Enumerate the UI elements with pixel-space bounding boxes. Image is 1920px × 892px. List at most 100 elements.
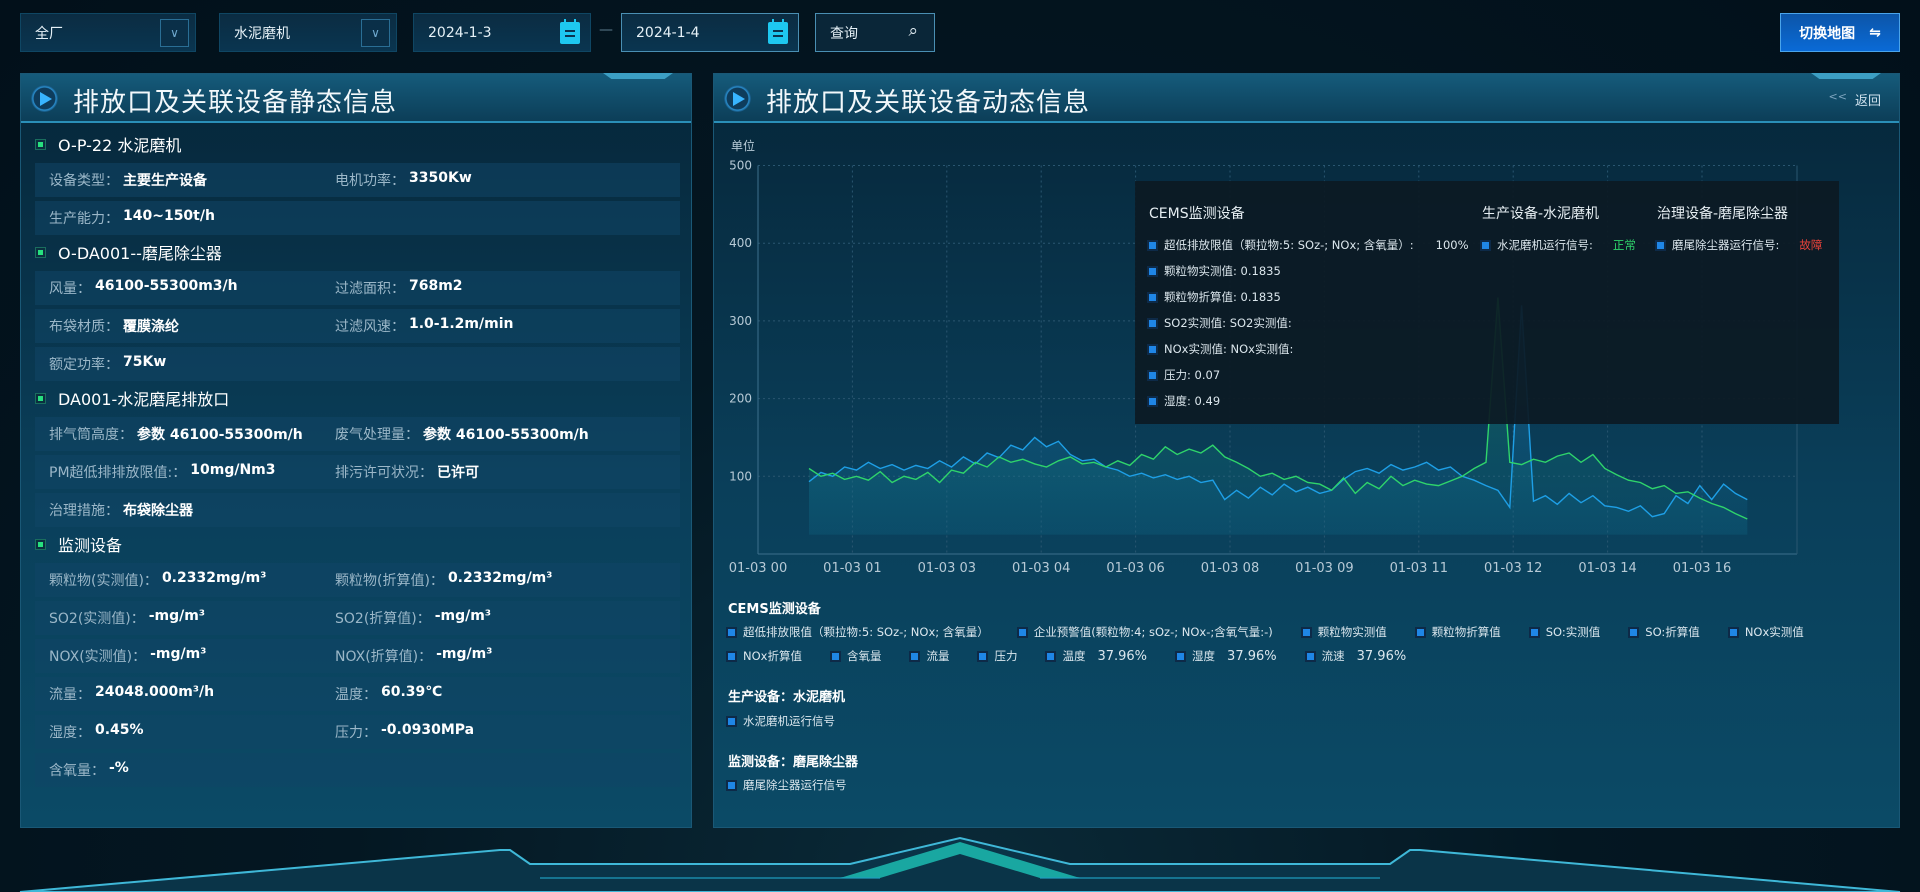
calendar-icon[interactable] — [560, 19, 580, 44]
info-label: PM超低排排放限值:： — [49, 465, 187, 481]
info-value: -mg/m³ — [434, 608, 492, 624]
legend-item[interactable]: SO:实测值 — [1530, 624, 1601, 640]
info-cell: 温度： 60.39℃ — [335, 684, 442, 704]
legend-label: SO:实测值 — [1545, 625, 1601, 639]
info-label: 湿度： — [49, 725, 91, 741]
info-cell: 湿度： 0.45% — [35, 722, 335, 742]
legend-marker-icon — [1630, 628, 1638, 636]
info-cell: 额定功率： 75Kw — [35, 354, 335, 374]
legend-item[interactable]: SO:折算值 — [1630, 624, 1700, 640]
x-tick-label: 01-03 08 — [1201, 561, 1259, 576]
end-date-value: 2024-1-4 — [636, 24, 700, 41]
back-button[interactable]: << 返回 — [1829, 90, 1881, 109]
series-line — [808, 297, 1748, 520]
y-tick-label: 400 — [729, 236, 752, 250]
legend-item[interactable]: 湿度 37.96% — [1177, 648, 1277, 664]
tooltip-item-label: 超低排放限值（颗拉物:5: SOz-; NOx; 含氧量）: — [1164, 238, 1414, 252]
legend-value: 37.96% — [1356, 648, 1407, 664]
legend-item[interactable]: 超低排放限值（颗拉物:5: SOz-; NOx; 含氧量） — [728, 624, 989, 640]
x-tick-label: 01-03 14 — [1578, 561, 1636, 576]
info-label: 治理措施： — [49, 503, 119, 519]
legend-cems-row: NOx折算值 含氧量 流量 压力 温度 37.96% 湿度 37.96% 流速 37.96% — [728, 648, 1436, 664]
legend-item[interactable]: 企业预警值(颗粒物:4; sOz-; NOx-;含氧气量:-) — [1018, 624, 1273, 640]
panel-header: 排放口及关联设备静态信息 — [21, 74, 691, 123]
legend-label: 流速 — [1321, 649, 1345, 663]
legend-item[interactable]: 颗粒物折算值 — [1416, 624, 1501, 640]
date-separator: — — [599, 22, 613, 38]
legend-item[interactable]: 流量 — [911, 648, 949, 664]
legend-marker-icon — [1302, 628, 1310, 636]
bullet-icon — [1482, 241, 1489, 249]
series-line — [808, 305, 1748, 518]
legend-marker-icon — [831, 652, 839, 660]
header-notch — [603, 73, 673, 79]
info-label: 电机功率： — [335, 173, 405, 189]
x-tick-label: 01-03 01 — [823, 561, 881, 576]
info-cell: 生产能力： 140~150t/h — [35, 208, 335, 228]
legend-marker-icon — [911, 652, 919, 660]
info-cell: 过滤风速： 1.0-1.2m/min — [335, 316, 513, 336]
info-row: 设备类型： 主要生产设备 电机功率： 3350Kw — [35, 163, 680, 197]
info-label: 废气处理量： — [335, 427, 419, 443]
bullet-icon — [1149, 267, 1156, 275]
info-cell: NOX(实测值)： -mg/m³ — [35, 646, 335, 666]
legend-item[interactable]: 流速 37.96% — [1306, 648, 1407, 664]
static-info-list: O-P-22 水泥磨机 设备类型： 主要生产设备 电机功率： 3350Kw 生产能力： 14… — [21, 127, 691, 787]
info-value: 0.2332mg/m³ — [161, 570, 267, 586]
end-date-input[interactable]: 2024-1-4 — [621, 13, 799, 52]
info-label: NOX(折算值)： — [335, 649, 433, 665]
legend-item[interactable]: 压力 — [979, 648, 1017, 664]
legend-item[interactable]: 磨尾除尘器运行信号 — [728, 777, 847, 793]
legend-cems-title: CEMS监测设备 — [728, 602, 821, 617]
info-row: 湿度： 0.45% 压力： -0.0930MPa — [35, 715, 680, 749]
calendar-icon[interactable] — [768, 19, 788, 44]
y-tick-label: 300 — [729, 314, 752, 328]
legend-marker-icon — [1729, 628, 1737, 636]
switch-map-button[interactable]: 切换地图 ⇋ — [1780, 13, 1900, 52]
x-tick-label: 01-03 04 — [1012, 561, 1070, 576]
info-value: 60.39℃ — [381, 684, 443, 700]
status-fault: 故障 — [1799, 238, 1823, 252]
factory-select[interactable]: 全厂 ∨ — [20, 13, 196, 52]
tooltip-cems-item: SO2实测值: SO2实测值: — [1149, 315, 1292, 331]
info-cell: 排气筒高度： 参数 46100-55300m/h — [35, 424, 335, 444]
legend-marker-icon — [1530, 628, 1538, 636]
bullet-icon — [1149, 371, 1156, 379]
legend-item[interactable]: 温度 37.96% — [1047, 648, 1147, 664]
x-tick-label: 01-03 03 — [918, 561, 976, 576]
legend-item[interactable]: 含氧量 — [831, 648, 881, 664]
section-title: O-DA001--磨尾除尘器 — [58, 244, 222, 263]
info-value: 10mg/Nm3 — [190, 462, 276, 478]
info-value: 参数 46100-55300m/h — [137, 427, 303, 443]
legend-item[interactable]: 颗粒物实测值 — [1302, 624, 1387, 640]
query-button[interactable]: 查询 ⌕ — [815, 13, 935, 52]
info-value: 覆膜涤纶 — [123, 319, 179, 335]
legend-marker-icon — [728, 717, 735, 725]
tooltip-cems-item: 超低排放限值（颗拉物:5: SOz-; NOx; 含氧量）: 100% — [1149, 237, 1469, 253]
square-bullet-icon — [35, 392, 46, 404]
info-label: 温度： — [335, 687, 377, 703]
info-value: -mg/m³ — [150, 646, 207, 662]
info-row: 生产能力： 140~150t/h — [35, 201, 680, 235]
info-label: 过滤面积： — [335, 281, 405, 297]
section-header: DA001-水泥磨尾排放口 — [21, 383, 691, 413]
legend-item[interactable]: NOx折算值 — [728, 648, 802, 664]
info-label: 压力： — [335, 725, 377, 741]
device-select[interactable]: 水泥磨机 ∨ — [219, 13, 397, 52]
x-tick-label: 01-03 16 — [1673, 561, 1731, 576]
info-value: 0.2332mg/m³ — [447, 570, 553, 586]
back-label: 返回 — [1854, 94, 1881, 109]
tooltip-item-label: 磨尾除尘器运行信号: — [1672, 238, 1780, 252]
start-date-input[interactable]: 2024-1-3 — [413, 13, 591, 52]
info-value: 参数 46100-55300m/h — [423, 427, 589, 443]
info-cell: 排污许可状况： 已许可 — [335, 462, 479, 482]
info-cell: 废气处理量： 参数 46100-55300m/h — [335, 424, 589, 444]
legend-item[interactable]: NOx实测值 — [1729, 624, 1804, 640]
bullet-icon — [1657, 241, 1664, 249]
device-select-value: 水泥磨机 — [234, 25, 290, 42]
section-title: DA001-水泥磨尾排放口 — [58, 390, 230, 409]
tooltip-item-label: 水泥磨机运行信号: — [1497, 238, 1593, 252]
x-tick-label: 01-03 00 — [729, 561, 787, 576]
info-label: 流量： — [49, 687, 91, 703]
legend-item[interactable]: 水泥磨机运行信号 — [728, 713, 835, 729]
